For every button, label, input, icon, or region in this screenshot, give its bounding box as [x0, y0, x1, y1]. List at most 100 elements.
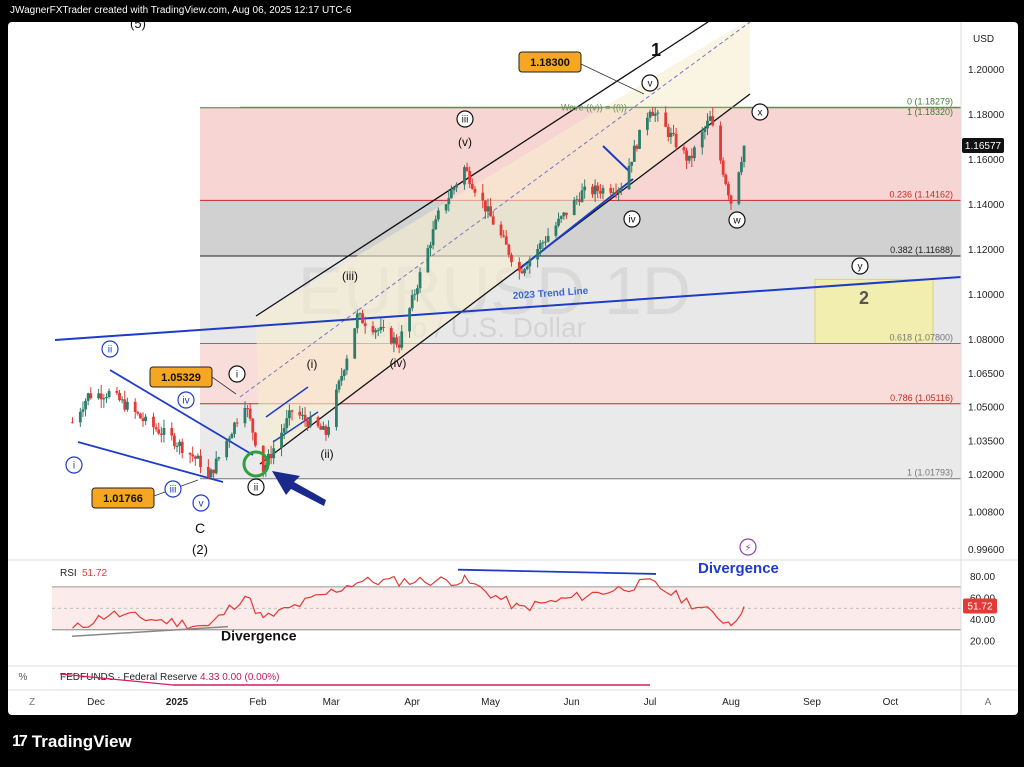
auto-scale-button: A: [985, 697, 992, 708]
candle-body: [721, 160, 725, 175]
fedfunds-label: FEDFUNDS · Federal Reserve: [60, 672, 198, 683]
candle-body: [578, 199, 581, 202]
rsi-tick: 20.00: [970, 637, 995, 648]
candle-body: [612, 192, 615, 194]
candle-body: [358, 313, 362, 315]
candle-body: [327, 426, 330, 435]
candle-body: [337, 380, 341, 390]
candle-body: [316, 417, 320, 427]
candle-body: [504, 236, 508, 245]
fedfunds-line-1: [59, 673, 174, 686]
candle-body: [217, 457, 221, 459]
candle-body: [180, 441, 184, 453]
candle-body: [580, 190, 584, 202]
wave-circle-ii: ii: [254, 483, 258, 494]
candle-body: [669, 132, 673, 137]
candle-body: [209, 469, 213, 478]
wave-circle-x: x: [758, 108, 763, 119]
candle-body: [554, 225, 558, 236]
candle-body: [355, 313, 359, 329]
candle-body: [614, 192, 618, 194]
price-tick: 1.12000: [968, 245, 1005, 256]
wave-circle-blue-i: i: [73, 461, 75, 472]
candle-body: [248, 408, 252, 419]
candle-body: [199, 455, 202, 467]
candle-body: [261, 445, 265, 472]
last-price-tag: [962, 138, 1004, 154]
callout-118300: [580, 63, 645, 95]
candle-body: [601, 188, 605, 194]
wave-circle-i: i: [236, 370, 238, 381]
candle-body: [656, 112, 660, 114]
price-tick: 1.00800: [968, 508, 1005, 519]
candle-body: [214, 458, 218, 474]
time-tick: Feb: [249, 697, 267, 708]
target-zone-2: [814, 278, 934, 344]
candle-body: [193, 456, 197, 459]
candle-body: [125, 401, 129, 410]
candle-body: [468, 170, 472, 184]
candle-body: [78, 411, 82, 423]
candle-body: [89, 393, 93, 399]
divergence-line-top: [457, 568, 657, 575]
candle-body: [486, 206, 490, 212]
candle-body: [206, 466, 210, 478]
candle-body: [319, 426, 323, 430]
brand-name: TradingView: [31, 732, 132, 751]
wave-circle-iii-ring: [456, 110, 474, 128]
price-tick: 1.16000: [968, 155, 1005, 166]
candle-body: [609, 188, 613, 193]
candle-body: [706, 120, 709, 129]
candle-body: [102, 398, 106, 400]
tradingview-logo-icon: 17: [12, 733, 28, 750]
candle-body: [483, 200, 487, 212]
candle-body: [682, 147, 686, 151]
candle-body: [191, 454, 195, 457]
wave-circle-y: y: [858, 262, 863, 273]
candle-body: [742, 145, 746, 163]
price-tick: 1.03500: [968, 436, 1005, 447]
candle-body: [123, 399, 127, 410]
candle-body: [499, 224, 503, 236]
candle-body: [653, 113, 657, 116]
channel-median-line: [239, 22, 751, 398]
candle-body: [536, 249, 540, 260]
wave-circle-blue-iv-ring: [177, 391, 195, 409]
fib-zone-0786-1: [200, 403, 961, 479]
candle-body: [389, 327, 393, 344]
lightning-icon: [739, 538, 757, 556]
candle-body: [507, 244, 511, 255]
candle-body: [382, 326, 385, 328]
channel-fill: [256, 22, 750, 464]
price-tick: 1.18000: [968, 110, 1005, 121]
candle-body: [491, 216, 495, 225]
price-tick: 1.08000: [968, 335, 1005, 346]
candle-body: [361, 313, 364, 324]
candle-body: [97, 393, 101, 399]
percent-scale-button: %: [19, 672, 28, 683]
candle-body: [452, 187, 456, 191]
candle-body: [630, 161, 634, 166]
candle-body: [251, 418, 255, 433]
candle-body: [729, 195, 733, 204]
candle-body: [510, 254, 513, 263]
price-chart-svg[interactable]: 0 (1.18279)1 (1.18320) 0.236 (1.14162) 0.3…: [8, 22, 1018, 715]
blue-arrow-icon: [272, 471, 326, 506]
candle-body: [170, 428, 174, 436]
wave-equality-label: Wave ((v)) = ((i)): [561, 102, 627, 112]
candle-body: [410, 295, 414, 309]
candle-body: [392, 337, 396, 344]
chart-panel[interactable]: 0 (1.18279) 1 (1.18320) 0.236 (1.14162) 0.3…: [8, 22, 1018, 715]
candle-body: [172, 435, 176, 447]
candle-body: [303, 414, 307, 421]
candle-body: [562, 212, 566, 217]
candle-body: [196, 455, 200, 459]
candle-body: [708, 116, 712, 121]
candle-body: [598, 191, 602, 194]
wave-circle-blue-v-ring: [192, 494, 210, 512]
time-tick: Oct: [883, 697, 899, 708]
candle-body: [233, 422, 236, 434]
rsi-value-tag: [963, 598, 997, 614]
price-tick: 1.14000: [968, 200, 1005, 211]
candle-body: [648, 111, 652, 118]
